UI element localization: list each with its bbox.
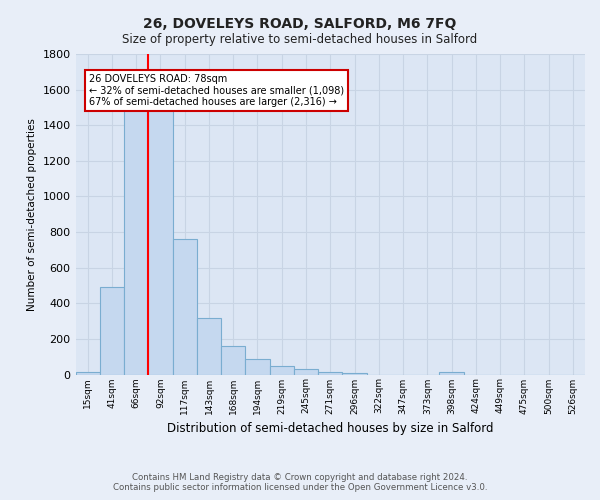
Bar xyxy=(173,239,197,374)
Text: Size of property relative to semi-detached houses in Salford: Size of property relative to semi-detach… xyxy=(122,32,478,46)
Text: 26, DOVELEYS ROAD, SALFORD, M6 7FQ: 26, DOVELEYS ROAD, SALFORD, M6 7FQ xyxy=(143,18,457,32)
Bar xyxy=(245,360,269,374)
Bar xyxy=(439,372,464,374)
Bar xyxy=(343,372,367,374)
Bar xyxy=(148,108,173,374)
Text: Contains HM Land Registry data © Crown copyright and database right 2024.
Contai: Contains HM Land Registry data © Crown c… xyxy=(113,473,487,492)
Bar xyxy=(269,366,294,374)
Bar xyxy=(76,372,100,374)
Y-axis label: Number of semi-detached properties: Number of semi-detached properties xyxy=(27,118,37,310)
Bar xyxy=(318,372,343,374)
Text: 26 DOVELEYS ROAD: 78sqm
← 32% of semi-detached houses are smaller (1,098)
67% of: 26 DOVELEYS ROAD: 78sqm ← 32% of semi-de… xyxy=(89,74,344,107)
Bar xyxy=(100,288,124,374)
X-axis label: Distribution of semi-detached houses by size in Salford: Distribution of semi-detached houses by … xyxy=(167,422,494,435)
Bar xyxy=(294,369,318,374)
Bar xyxy=(197,318,221,374)
Bar xyxy=(124,108,148,374)
Bar xyxy=(221,346,245,374)
